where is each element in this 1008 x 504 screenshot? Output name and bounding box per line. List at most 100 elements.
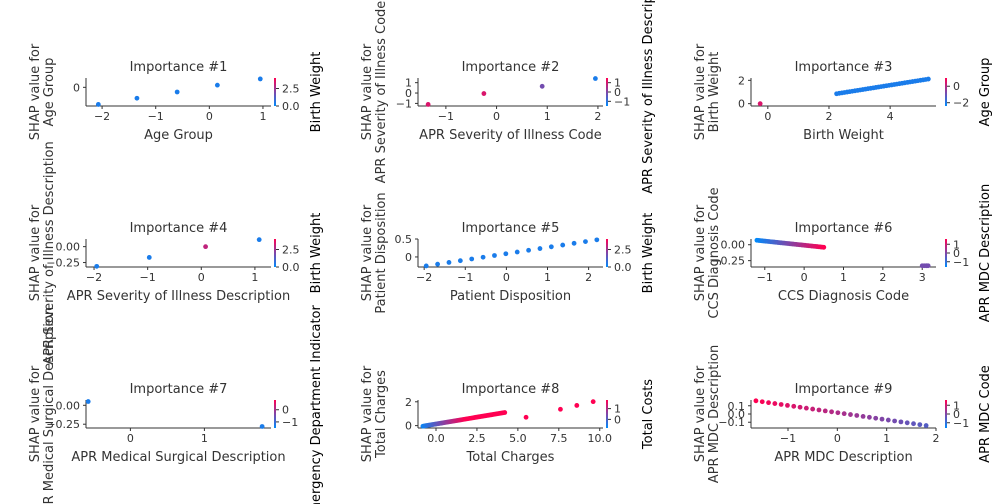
colorbar-tick-label: −1: [282, 416, 298, 429]
colorbar-label: Birth Weight: [309, 52, 324, 133]
data-point: [867, 414, 872, 420]
data-point: [822, 408, 828, 414]
y-tick-label: −0.25: [711, 255, 745, 268]
y-tick-label: 0: [405, 251, 412, 264]
data-point: [95, 102, 101, 107]
data-point: [848, 412, 853, 417]
colorbar-tick-label: 0: [953, 408, 960, 421]
y-axis-label-line: APR MDC Description: [707, 345, 722, 483]
x-tick-label: 1: [544, 271, 551, 284]
x-tick-label: 2: [933, 432, 940, 445]
data-point: [94, 263, 100, 269]
x-tick-label: 0: [801, 271, 808, 284]
colorbar: [274, 400, 276, 428]
data-point: [821, 244, 827, 250]
data-point: [435, 261, 440, 267]
y-tick-label: −1: [396, 97, 412, 110]
y-tick-label: 0.00: [56, 399, 81, 412]
x-tick-label: 0: [206, 110, 213, 123]
data-point: [829, 409, 834, 415]
y-tick-label: 0: [73, 81, 80, 94]
x-tick-label: −1: [757, 271, 773, 284]
data-point: [797, 404, 803, 410]
y-axis-label: SHAP value forBirth Weight: [693, 43, 722, 140]
data-point: [174, 89, 180, 95]
data-point: [879, 416, 885, 422]
data-point: [134, 95, 140, 101]
data-point: [560, 242, 566, 248]
subplot-title: Importance #4: [130, 221, 228, 236]
data-point: [841, 411, 847, 417]
data-point: [791, 403, 797, 409]
data-point: [592, 76, 598, 81]
x-axis-label: CCS Diagnosis Code: [778, 289, 909, 304]
colorbar-tick-label: 1: [953, 238, 960, 251]
y-tick-label: 0: [738, 98, 745, 111]
data-point: [873, 415, 879, 421]
x-tick-label: −1: [140, 271, 156, 284]
data-point: [480, 254, 486, 260]
y-tick-label: 2: [738, 74, 745, 87]
x-axis-label: Patient Disposition: [450, 289, 571, 304]
colorbar-tick-label: −1: [614, 95, 630, 108]
data-point: [854, 413, 860, 418]
colorbar-tick-label: 0: [614, 86, 621, 99]
data-point: [502, 410, 508, 415]
subplot-title: Importance #2: [462, 60, 560, 75]
subplot-title: Importance #3: [795, 60, 893, 75]
data-point: [259, 424, 265, 429]
x-tick-label: −1: [780, 432, 796, 445]
data-point: [539, 83, 545, 89]
colorbar-tick-label: 2.5: [614, 244, 632, 257]
data-point: [503, 251, 509, 257]
data-point: [146, 255, 152, 260]
colorbar: [606, 78, 608, 106]
subplot-8: Importance #8 0.0 2.5 5.0 7.5 10.0 2 0 Total Cha…: [360, 365, 656, 465]
data-point: [925, 76, 931, 82]
colorbar-label: Total Costs: [641, 379, 656, 450]
data-point: [892, 418, 898, 424]
x-tick-label: 0: [493, 110, 500, 123]
data-point: [810, 406, 816, 412]
colorbar: [945, 239, 947, 267]
x-tick-label: 1: [544, 110, 551, 123]
x-tick-label: −2: [94, 110, 110, 123]
colorbar-tick-label: 2.5: [282, 83, 300, 96]
data-point: [753, 398, 759, 404]
x-tick-label: 2.5: [468, 432, 486, 445]
data-point: [590, 399, 596, 405]
x-tick-label: 2: [879, 271, 886, 284]
y-axis-label: SHAP value forAge Group: [28, 43, 57, 140]
x-tick-label: 4: [887, 110, 894, 123]
x-tick-label: 0.0: [427, 432, 445, 445]
colorbar: [274, 78, 276, 106]
y-axis-label-line: SHAP value for: [28, 43, 43, 140]
x-tick-label: 2: [585, 271, 592, 284]
data-point: [778, 402, 784, 407]
subplot-title: Importance #5: [462, 221, 560, 236]
colorbar-tick-label: −2: [953, 97, 969, 110]
data-point: [423, 263, 429, 269]
y-tick-label: 1: [405, 77, 412, 90]
colorbar: [274, 239, 276, 267]
y-axis-label: SHAP value forPatient Disposition: [360, 192, 389, 313]
data-point: [772, 401, 778, 406]
y-axis-label-line: SHAP value for: [360, 365, 375, 462]
x-axis-label: Total Charges: [466, 450, 555, 465]
colorbar-tick-label: 0.0: [282, 100, 300, 113]
y-axis-label-line: Birth Weight: [707, 52, 722, 133]
y-axis-label-line: APR Severity of Illness Code: [374, 1, 389, 184]
colorbar-tick-label: 0: [282, 404, 289, 417]
colorbar-label: APR MDC Description: [978, 184, 993, 322]
x-tick-label: 0: [834, 432, 841, 445]
y-axis-label-line: SHAP value for: [28, 204, 43, 301]
data-point: [537, 246, 543, 251]
y-axis-label-line: Total Charges: [374, 370, 389, 459]
x-tick-label: 1: [251, 271, 258, 284]
y-axis-label: SHAP value forTotal Charges: [360, 365, 389, 462]
